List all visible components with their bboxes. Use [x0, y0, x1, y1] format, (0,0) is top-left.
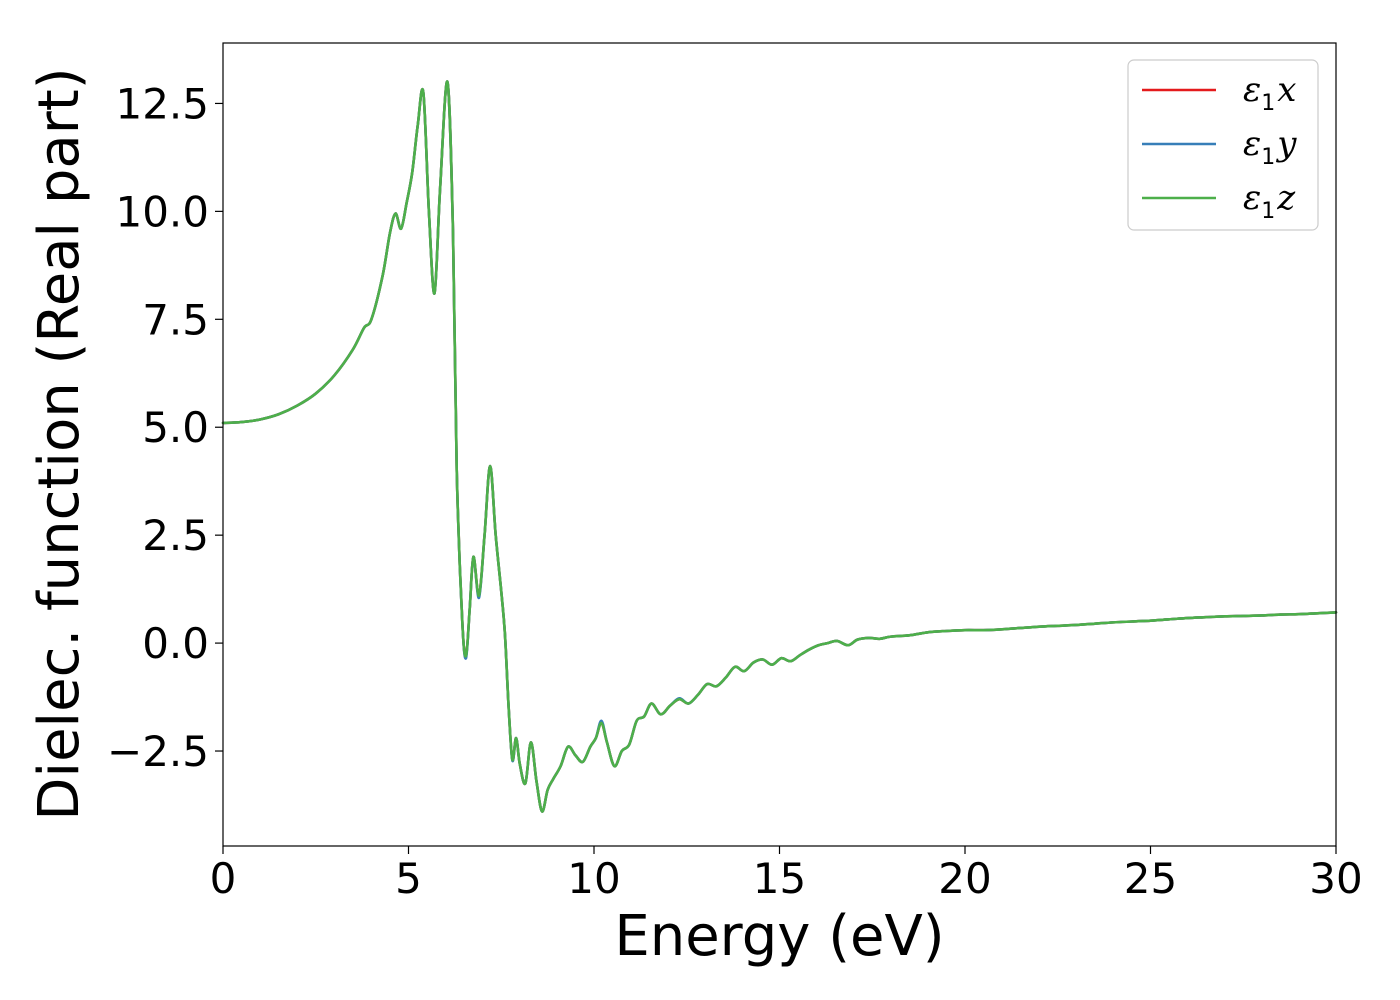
- x-axis: 0 5 10 15 20 25 30: [210, 846, 1363, 903]
- series-line-z: [221, 80, 1338, 813]
- series-layer: [221, 80, 1338, 813]
- x-tick-label: 15: [753, 854, 806, 903]
- y-tick-label: 0.0: [142, 619, 209, 668]
- legend-box: [1127, 59, 1319, 231]
- y-tick-label: 7.5: [142, 295, 209, 344]
- x-tick-label: 5: [395, 854, 422, 903]
- y-tick-label: 2.5: [142, 511, 209, 560]
- x-tick-label: 0: [210, 854, 237, 903]
- y-axis-title: Dielec. function (Real part): [27, 67, 92, 820]
- y-axis: −2.5 0.0 2.5 5.0 7.5 10.0 12.5: [107, 79, 223, 776]
- x-tick-label: 25: [1124, 854, 1177, 903]
- legend-label-z: ε1z: [1243, 178, 1296, 224]
- x-tick-label: 20: [938, 854, 991, 903]
- y-tick-label: 12.5: [115, 79, 209, 128]
- x-tick-label: 10: [567, 854, 620, 903]
- legend: ε1x ε1y ε1z: [1127, 59, 1319, 231]
- y-tick-label: 5.0: [142, 403, 209, 452]
- x-axis-title: Energy (eV): [614, 904, 944, 969]
- legend-label-x: ε1x: [1243, 70, 1296, 116]
- x-tick-label: 30: [1309, 854, 1362, 903]
- y-tick-label: −2.5: [107, 727, 209, 776]
- legend-label-y: ε1y: [1243, 124, 1297, 170]
- y-tick-label: 10.0: [115, 187, 209, 236]
